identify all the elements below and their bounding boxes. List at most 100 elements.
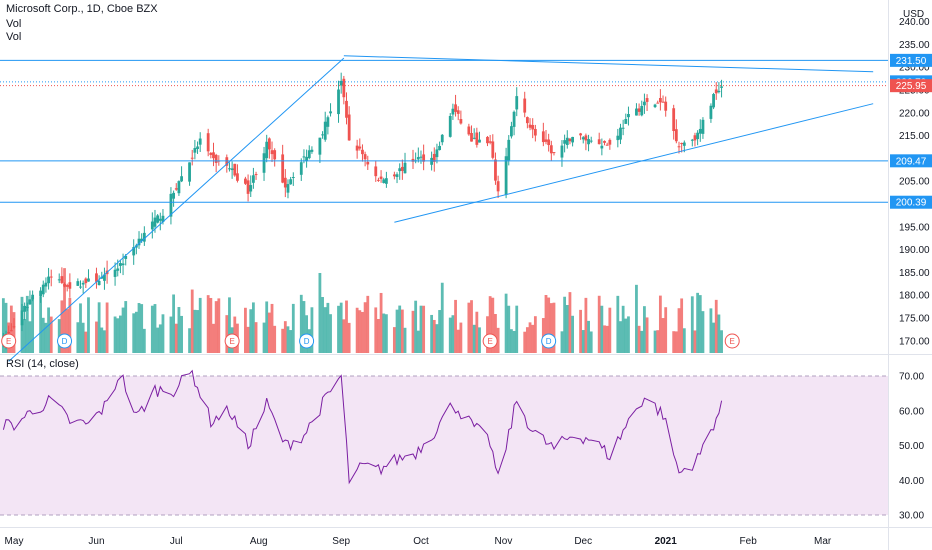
volume-bar	[645, 317, 649, 353]
candle-body	[571, 136, 574, 143]
volume-bar	[619, 321, 622, 353]
candle-body	[180, 176, 183, 182]
candle-body	[153, 217, 157, 227]
candle-body	[156, 215, 160, 223]
candle-body	[656, 102, 660, 104]
candle-body	[209, 152, 213, 155]
rsi-title[interactable]: RSI (14, close)	[6, 358, 79, 370]
candle-body	[624, 118, 628, 124]
candle-body	[281, 154, 285, 183]
volume-bar	[190, 289, 194, 353]
volume-bar	[302, 301, 306, 353]
volume-bar	[347, 322, 351, 353]
volume-bar	[196, 310, 199, 353]
candle-body	[589, 140, 593, 142]
volume-bar	[291, 303, 295, 353]
volume-bar	[12, 312, 16, 353]
volume-bar	[621, 305, 625, 353]
price-tick-label: 170.00	[899, 336, 930, 347]
candle-body	[635, 108, 638, 116]
candle-body	[467, 126, 471, 135]
volume-bar	[533, 316, 537, 353]
candle-body	[172, 192, 175, 199]
candle-body	[459, 119, 463, 124]
volume-bar	[720, 330, 723, 353]
dividend-marker-label: D	[62, 337, 68, 346]
trendline	[8, 57, 345, 362]
candle-body	[326, 117, 330, 127]
candle-body	[682, 142, 686, 146]
candle-body	[677, 146, 681, 148]
volume-bar	[470, 300, 473, 353]
dividend-marker-label: D	[546, 337, 552, 346]
candle-body	[273, 150, 277, 160]
volume-bar	[39, 296, 42, 353]
candle-body	[435, 149, 439, 158]
volume-bar	[254, 322, 258, 353]
candle-body	[701, 119, 705, 134]
volume-bar	[438, 310, 441, 353]
candle-body	[23, 305, 27, 312]
indicator-vol-2[interactable]: Vol	[6, 31, 22, 43]
candle-body	[533, 128, 537, 136]
price-badge	[890, 154, 932, 168]
volume-bar	[656, 330, 660, 353]
volume-bar	[299, 294, 303, 353]
candle-body	[637, 108, 641, 112]
candle-body	[342, 78, 346, 98]
volume-bar	[430, 314, 434, 353]
currency-label: USD	[903, 9, 925, 20]
candle-body	[140, 238, 144, 241]
volume-bar	[225, 315, 229, 353]
candle-body	[228, 168, 231, 170]
candle-body	[432, 153, 436, 162]
price-badge	[890, 53, 932, 67]
indicator-vol-1[interactable]: Vol	[6, 18, 22, 30]
earnings-marker	[1, 333, 17, 349]
candle-body	[523, 98, 527, 113]
volume-bar	[249, 309, 253, 353]
volume-bar	[531, 324, 535, 353]
candle-body	[244, 178, 247, 184]
candle-body	[597, 139, 601, 145]
candle-body	[661, 101, 665, 103]
candle-body	[690, 139, 694, 141]
candle-body	[233, 163, 237, 176]
volume-bar	[41, 317, 45, 353]
candle-body	[283, 177, 287, 188]
volume-bar	[97, 302, 101, 353]
volume-bar	[696, 292, 700, 353]
volume-bar	[119, 315, 122, 353]
price-badge-label: 231.50	[896, 56, 927, 67]
candle-body	[39, 290, 42, 297]
volume-bar	[310, 307, 314, 353]
volume-bar	[698, 295, 702, 353]
rsi-tick-label: 40.00	[899, 476, 924, 487]
volume-bar	[491, 297, 495, 353]
candle-body	[225, 157, 229, 166]
candle-body	[57, 279, 61, 281]
volume-bar	[150, 305, 154, 353]
candle-body	[174, 188, 178, 190]
rsi-tick-label: 70.00	[899, 372, 924, 383]
volume-bar	[624, 318, 628, 353]
candle-body	[291, 177, 295, 179]
time-tick-label: Sep	[332, 536, 350, 547]
volume-bar	[507, 305, 511, 353]
candle-body	[76, 281, 80, 286]
candle-body	[60, 276, 64, 283]
volume-bar	[265, 301, 269, 353]
volume-bar	[608, 307, 612, 353]
volume-bar	[459, 322, 463, 353]
candle-body	[65, 285, 69, 287]
volume-bar	[440, 282, 444, 353]
trendline	[343, 55, 874, 73]
candle-body	[709, 105, 713, 119]
candle-body	[448, 115, 452, 137]
volume-bar	[432, 319, 436, 353]
price-tick-label: 180.00	[899, 291, 930, 302]
volume-bar	[169, 316, 173, 353]
candle-body	[113, 269, 117, 277]
time-tick-label: Dec	[574, 536, 592, 547]
